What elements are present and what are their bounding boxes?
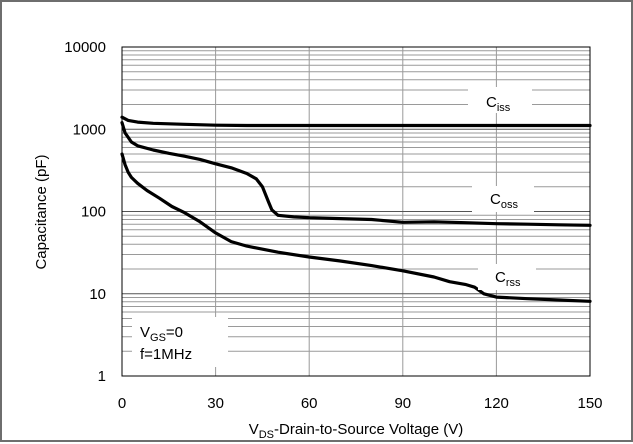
y-tick-label: 100 xyxy=(81,204,106,221)
series-line-Coss xyxy=(120,121,592,227)
x-tick-label: 60 xyxy=(301,395,318,412)
series-label-ciss: Ciss xyxy=(486,94,511,114)
annotation-freq: f=1MHz xyxy=(140,346,192,363)
label-bg-oss xyxy=(472,186,534,212)
y-tick-label: 1 xyxy=(98,368,106,385)
x-axis-label: VDS-Drain-to-Source Voltage (V) xyxy=(249,421,464,441)
y-tick-labels: 10000 1000 100 10 1 xyxy=(64,39,106,385)
series-label-crss: Crss xyxy=(495,269,521,289)
series-line-Ciss xyxy=(120,115,592,128)
x-tick-label: 0 xyxy=(118,395,126,412)
x-tick-label: 120 xyxy=(484,395,509,412)
label-bg-rss xyxy=(478,264,536,290)
x-tick-labels: 0 30 60 90 120 150 xyxy=(118,395,603,412)
label-bg-iss xyxy=(468,87,532,113)
x-tick-label: 30 xyxy=(207,395,224,412)
plot-area-border xyxy=(121,46,591,377)
x-tick-label: 150 xyxy=(577,395,602,412)
annotation-box xyxy=(132,317,228,367)
y-axis-label: Capacitance (pF) xyxy=(33,154,50,269)
y-tick-label: 10 xyxy=(89,286,106,303)
y-tick-label: 1000 xyxy=(73,121,106,138)
x-tick-label: 90 xyxy=(394,395,411,412)
series-line-Crss xyxy=(120,152,592,303)
annotation-vgs: VGS=0 xyxy=(140,324,183,344)
y-tick-label: 10000 xyxy=(64,39,106,56)
series-curves xyxy=(120,115,592,303)
series-label-coss: Coss xyxy=(490,191,518,211)
